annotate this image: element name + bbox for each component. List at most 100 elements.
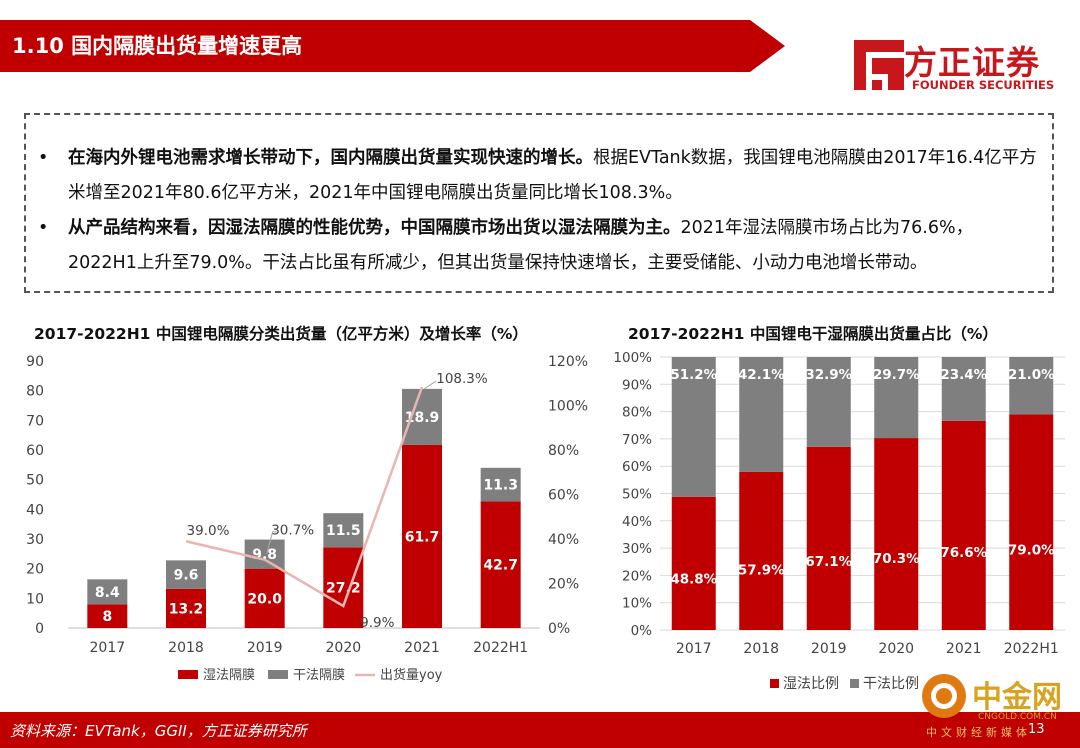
bar-value-label: 11.3 xyxy=(483,478,518,494)
y-tick-label: 0 xyxy=(35,621,44,637)
label-leader-line xyxy=(266,531,277,554)
y-tick-label: 50 xyxy=(26,473,44,489)
y-tick-label: 90% xyxy=(622,377,652,393)
x-tick-label: 2021 xyxy=(404,640,440,656)
bar-wet xyxy=(166,588,206,628)
bar-dry xyxy=(166,560,206,589)
y-tick-label: 10 xyxy=(26,591,44,607)
yoy-label: 30.7% xyxy=(271,523,314,539)
y-tick-label: 90 xyxy=(26,354,44,370)
wet-dry-ratio-chart: 0% 10% 20% 30% 40% 50% 60% 70% 80% 90% 100% 2017 201… xyxy=(613,350,1065,692)
x-tick-label: 2021 xyxy=(946,641,982,657)
bar-value-label: 29.7% xyxy=(873,367,920,383)
bullet-2-bold: 从产品结构来看，因湿法隔膜的性能优势，中国隔膜市场出货以湿法隔膜为主。 xyxy=(68,218,681,238)
bullet-dot: • xyxy=(38,218,49,238)
page-title: 1.10 国内隔膜出货量增速更高 xyxy=(12,34,303,58)
bar-value-label: 8 xyxy=(102,609,112,625)
yoy-label: 9.9% xyxy=(360,615,394,631)
title-banner-shape xyxy=(0,20,785,72)
bar-dry xyxy=(323,513,364,548)
y2-tick-label: 0% xyxy=(548,621,570,637)
company-logo: 方正证券 FOUNDER SECURITIES xyxy=(852,34,1067,96)
footer-bar: 资料来源：EVTank，GGII，方正证券研究所 13 xyxy=(0,712,1080,748)
bar-value-label: 32.9% xyxy=(805,367,852,383)
watermark: 中金网 CNGOLD.COM.CN 中文财经新媒体 xyxy=(920,672,1080,748)
bar-value-label: 61.7 xyxy=(405,529,440,545)
y2-tick-label: 100% xyxy=(548,399,588,415)
y2-tick-label: 40% xyxy=(548,532,579,548)
bar-wet-ratio xyxy=(874,438,919,630)
bar-wet xyxy=(323,547,364,628)
summary-bullet-1: • 在海内外锂电池需求增长带动下，国内隔膜出货量实现快速的增长。根据EVTank… xyxy=(38,141,1038,211)
x-tick-label: 2020 xyxy=(326,640,362,656)
x-tick-label: 2019 xyxy=(811,641,847,657)
x-tick-label: 2018 xyxy=(168,640,204,656)
y2-tick-label: 20% xyxy=(548,577,579,593)
y-tick-label: 70% xyxy=(622,432,652,448)
bar-value-label: 51.2% xyxy=(670,367,717,383)
watermark-cn: 中金网 xyxy=(972,680,1062,715)
watermark-sub: 中文财经新媒体 xyxy=(926,726,1031,739)
bar-value-label: 8.4 xyxy=(95,585,120,601)
page-number: 13 xyxy=(1028,722,1045,737)
bar-wet xyxy=(480,501,521,628)
legend-swatch-dry-ratio xyxy=(850,679,859,688)
x-tick-label: 2022H1 xyxy=(1004,641,1059,657)
bar-value-label: 48.8% xyxy=(670,571,717,587)
left-chart-title: 2017-2022H1 中国锂电隔膜分类出货量（亿平方米）及增长率（%） xyxy=(34,325,528,343)
bar-dry-ratio xyxy=(1009,357,1054,415)
shipment-volume-chart: 0 10 20 30 40 50 60 70 80 90 0% 20% 40% 60% 80% 100% 120… xyxy=(26,354,588,683)
y2-tick-label: 60% xyxy=(548,488,579,504)
legend-swatch-wet-ratio xyxy=(770,679,779,688)
bar-dry xyxy=(87,579,128,605)
bar-value-label: 76.6% xyxy=(940,545,987,561)
y-tick-label: 10% xyxy=(622,596,652,612)
bar-dry-ratio xyxy=(941,357,986,421)
y-tick-label: 80% xyxy=(622,405,652,421)
bar-dry xyxy=(480,467,521,502)
bar-value-label: 79.0% xyxy=(1008,543,1055,559)
y-tick-label: 80 xyxy=(26,384,44,400)
legend-label-wet-ratio: 湿法比例 xyxy=(783,676,839,692)
y-tick-label: 0% xyxy=(631,623,653,639)
bar-value-label: 70.3% xyxy=(873,551,920,567)
cngold-logo-icon xyxy=(922,674,966,718)
bar-wet xyxy=(402,444,442,628)
y-tick-label: 30 xyxy=(26,532,44,548)
bar-wet-ratio xyxy=(941,420,986,630)
bullet-2-text: 2021年湿法隔膜市场占比为76.6%，2022H1上升至79.0%。干法占比虽… xyxy=(68,218,974,273)
logo-text-cn: 方正证券 xyxy=(904,43,1040,82)
logo-text-en: FOUNDER SECURITIES xyxy=(912,78,1055,92)
x-tick-label: 2017 xyxy=(90,640,126,656)
bar-wet xyxy=(87,604,128,628)
bar-dry-ratio xyxy=(671,357,716,497)
bar-value-label: 9.6 xyxy=(174,568,199,584)
legend-swatch-dry xyxy=(268,670,288,679)
y-tick-label: 20% xyxy=(622,568,652,584)
title-banner: 1.10 国内隔膜出货量增速更高 xyxy=(0,20,785,72)
bullet-dot: • xyxy=(38,148,49,168)
bar-dry-ratio xyxy=(806,357,851,447)
yoy-label: 39.0% xyxy=(187,523,230,539)
right-chart-title: 2017-2022H1 中国锂电干湿隔膜出货量占比（%） xyxy=(628,325,998,343)
bar-value-label: 42.7 xyxy=(483,558,518,574)
watermark-en: CNGOLD.COM.CN xyxy=(978,712,1057,722)
bar-wet-ratio xyxy=(1009,414,1054,630)
legend-swatch-wet xyxy=(178,670,198,679)
bar-value-label: 67.1% xyxy=(805,554,852,570)
bullet-1-text: 根据EVTank数据，我国锂电池隔膜由2017年16.4亿平方米增至2021年8… xyxy=(68,148,1037,203)
bar-value-label: 57.9% xyxy=(738,563,785,579)
bar-wet-ratio xyxy=(671,496,716,630)
bar-dry-ratio xyxy=(874,357,919,439)
bullet-1-bold: 在海内外锂电池需求增长带动下，国内隔膜出货量实现快速的增长。 xyxy=(68,148,593,168)
y-tick-label: 60 xyxy=(26,443,44,459)
y-tick-label: 70 xyxy=(26,413,44,429)
source-note: 资料来源：EVTank，GGII，方正证券研究所 xyxy=(10,722,307,740)
x-tick-label: 2018 xyxy=(743,641,779,657)
x-tick-label: 2019 xyxy=(247,640,283,656)
bar-value-label: 20.0 xyxy=(247,591,282,607)
bar-dry xyxy=(402,388,442,445)
bar-wet-ratio xyxy=(739,471,784,630)
y2-tick-label: 120% xyxy=(548,354,588,370)
bar-wet xyxy=(244,568,285,628)
